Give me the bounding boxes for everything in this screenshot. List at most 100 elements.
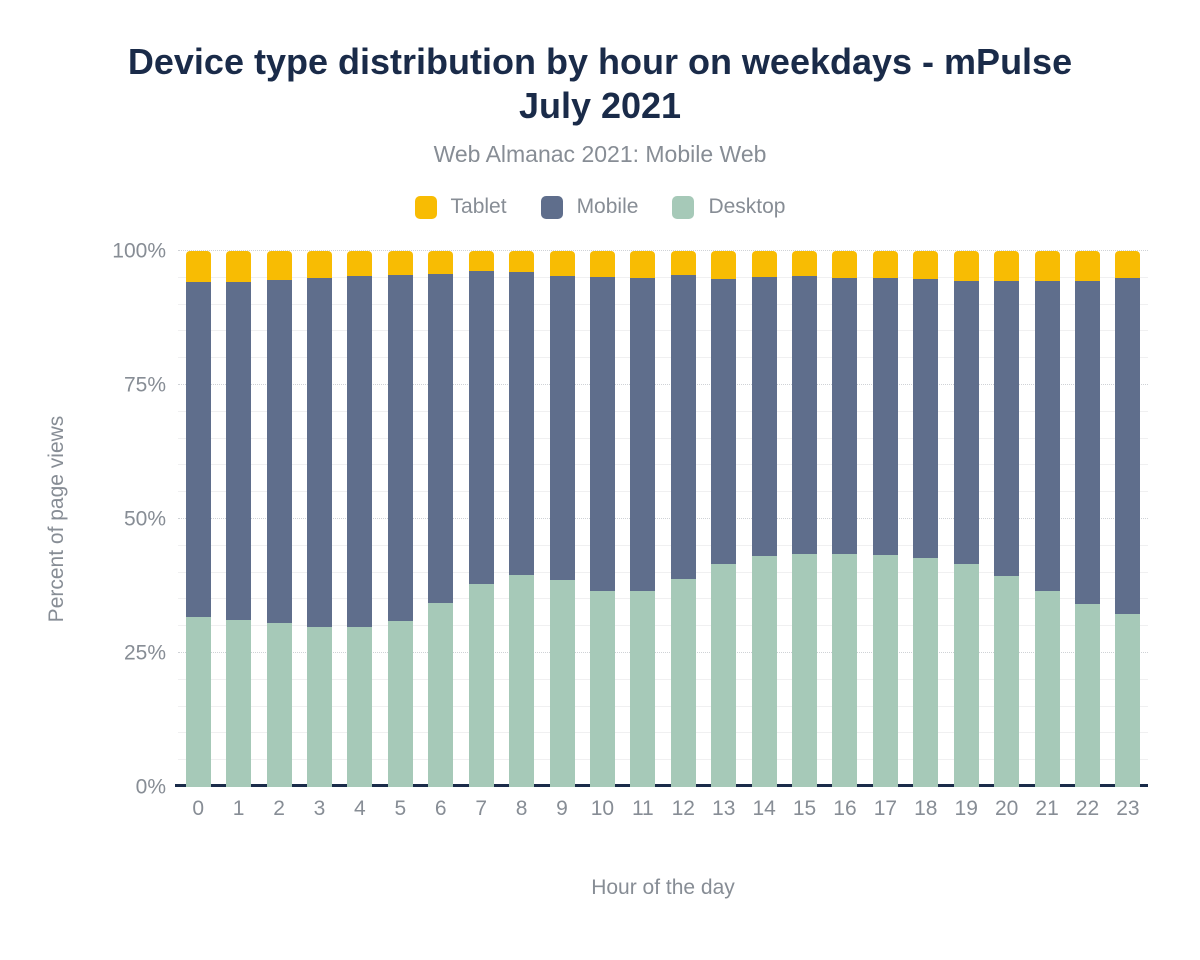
x-tick-17: 17	[873, 797, 898, 820]
x-tick-4: 4	[354, 797, 366, 820]
x-tick-23: 23	[1116, 797, 1140, 820]
bar-segment-desktop-hour-1	[226, 619, 252, 787]
bar-segment-desktop-hour-4	[347, 627, 373, 787]
gridline-90	[178, 303, 1148, 305]
bar-segment-tablet-hour-5	[387, 251, 413, 275]
x-tick-20: 20	[994, 797, 1019, 820]
x-axis-label: Hour of the day	[591, 876, 735, 899]
bar-segment-desktop-hour-21	[1034, 590, 1060, 787]
gridline-70	[178, 410, 1148, 412]
bar-column-hour-2	[259, 251, 299, 787]
legend-label-mobile: Mobile	[576, 195, 639, 218]
gridline-55	[178, 491, 1148, 493]
bar-series	[178, 251, 1148, 787]
bar-segment-mobile-hour-19	[953, 280, 979, 564]
x-tick-11: 11	[631, 797, 654, 820]
y-tick-50%: 50%	[123, 507, 166, 531]
bar-segment-tablet-hour-10	[589, 251, 615, 277]
y-tick-100%: 100%	[112, 239, 166, 263]
gridline-85	[178, 330, 1148, 332]
bar-segment-desktop-hour-12	[670, 578, 696, 787]
bar-segment-desktop-hour-17	[872, 555, 898, 787]
bar-segment-mobile-hour-17	[872, 278, 898, 556]
bar-segment-mobile-hour-16	[832, 278, 858, 555]
chart-title: Device type distribution by hour on week…	[127, 41, 1073, 126]
bar-column-hour-8	[501, 251, 541, 787]
bar-segment-mobile-hour-23	[1115, 278, 1141, 614]
bar-segment-tablet-hour-0	[185, 251, 211, 283]
gridline-40	[178, 571, 1148, 573]
gridline-15	[178, 705, 1148, 707]
bar-segment-mobile-hour-2	[266, 279, 292, 623]
bar-segment-mobile-hour-11	[630, 278, 656, 592]
bar-column-hour-7	[461, 251, 501, 787]
legend-item-tablet: Tablet	[414, 195, 507, 219]
gridline-30	[178, 625, 1148, 627]
bar-segment-mobile-hour-15	[792, 276, 818, 555]
bar-column-hour-11	[623, 251, 663, 787]
gridline-20	[178, 678, 1148, 680]
bar-segment-tablet-hour-15	[792, 251, 818, 277]
bar-column-hour-17	[865, 251, 905, 787]
bar-column-hour-14	[744, 251, 784, 787]
bar-segment-mobile-hour-13	[711, 279, 737, 565]
bar-segment-tablet-hour-19	[953, 251, 979, 281]
bar-segment-mobile-hour-6	[428, 274, 454, 604]
gridline-25	[178, 652, 1148, 653]
y-axis-ticks: 0% 25% 50% 75% 100%	[0, 241, 166, 798]
x-tick-14: 14	[752, 797, 776, 820]
bar-segment-tablet-hour-7	[468, 251, 494, 272]
gridline-45	[178, 544, 1148, 546]
legend-label-desktop: Desktop	[708, 195, 786, 218]
bar-column-hour-3	[299, 251, 339, 787]
bar-column-hour-21	[1027, 251, 1067, 787]
bar-segment-tablet-hour-18	[913, 251, 939, 280]
bar-segment-mobile-hour-8	[509, 272, 535, 575]
bar-segment-desktop-hour-14	[751, 555, 777, 787]
bar-segment-tablet-hour-14	[751, 251, 777, 277]
bar-column-hour-6	[421, 251, 461, 787]
bar-segment-desktop-hour-9	[549, 580, 575, 787]
gridline-65	[178, 437, 1148, 439]
bar-segment-tablet-hour-4	[347, 251, 373, 276]
x-tick-19: 19	[954, 797, 978, 820]
legend-swatch-desktop	[672, 195, 695, 219]
x-tick-8: 8	[515, 797, 528, 820]
y-tick-0%: 0%	[135, 775, 166, 799]
legend-item-desktop: Desktop	[672, 195, 785, 219]
legend-label-tablet: Tablet	[450, 195, 507, 218]
bar-column-hour-18	[906, 251, 946, 787]
gridline-100	[178, 250, 1148, 251]
bar-segment-desktop-hour-6	[428, 603, 454, 787]
bar-segment-tablet-hour-13	[711, 251, 737, 280]
bar-segment-desktop-hour-0	[185, 616, 211, 787]
bar-segment-desktop-hour-23	[1115, 613, 1141, 787]
bar-column-hour-15	[784, 251, 824, 787]
bar-column-hour-23	[1108, 251, 1148, 787]
bar-segment-tablet-hour-3	[306, 251, 332, 278]
bar-segment-mobile-hour-20	[994, 280, 1020, 576]
bar-segment-mobile-hour-21	[1034, 281, 1060, 591]
x-axis-ticks: 0 1 2 3 4 5 6 7 8 9 10 11 12 13 14 15 16 17 18 19 20 21 22 23	[178, 797, 1148, 821]
bar-column-hour-13	[703, 251, 743, 787]
x-axis-line	[175, 784, 1148, 787]
legend-swatch-mobile	[540, 195, 563, 219]
chart-subtitle: Web Almanac 2021: Mobile Web	[433, 141, 767, 167]
plot-area	[175, 250, 1148, 787]
bar-segment-mobile-hour-18	[913, 279, 939, 558]
bar-segment-mobile-hour-3	[306, 277, 332, 628]
bar-segment-tablet-hour-22	[1074, 251, 1100, 281]
bar-segment-desktop-hour-15	[792, 554, 818, 787]
bar-segment-tablet-hour-11	[630, 251, 656, 279]
bar-segment-desktop-hour-11	[630, 591, 656, 787]
x-tick-1: 1	[232, 797, 245, 820]
x-tick-22: 22	[1075, 797, 1100, 820]
gridline-80	[178, 357, 1148, 359]
bar-segment-mobile-hour-22	[1074, 280, 1100, 604]
bar-segment-mobile-hour-4	[347, 275, 373, 628]
x-tick-0: 0	[192, 797, 205, 820]
bar-column-hour-10	[582, 251, 622, 787]
legend-item-mobile: Mobile	[540, 195, 639, 219]
bar-segment-mobile-hour-5	[387, 274, 413, 621]
